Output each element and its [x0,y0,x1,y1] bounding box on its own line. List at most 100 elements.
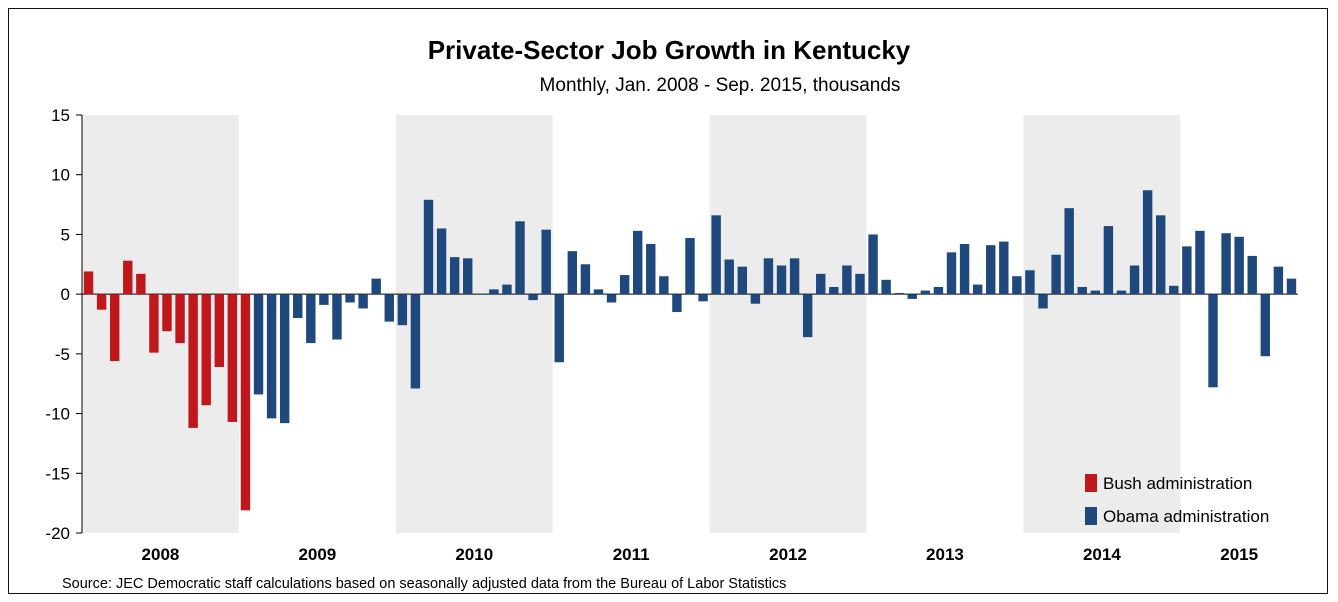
obama-bar [1182,246,1192,295]
obama-bar [1064,208,1074,295]
bush-bar [109,294,120,362]
legend-label-obama: Obama administration [1103,507,1269,526]
bush-bar [201,294,211,406]
bush-bar [214,294,224,367]
obama-bar [1025,270,1035,295]
obama-bar [306,294,316,344]
year-label-2014: 2014 [1083,545,1121,564]
obama-bar [1012,276,1022,295]
obama-bar [933,286,944,295]
obama-bar [907,294,917,299]
obama-bar [384,294,394,322]
year-label-2010: 2010 [455,545,493,564]
obama-bar [410,294,421,389]
year-band-2010 [395,115,553,533]
obama-bar [1286,278,1297,295]
obama-bar [436,228,447,295]
obama-bar [672,294,682,313]
y-tick-label: -10 [45,405,70,424]
y-tick-label: -5 [55,345,70,364]
obama-bar [776,265,787,295]
obama-bar [449,257,460,295]
obama-bar [397,294,408,326]
obama-bar [1247,255,1257,295]
obama-bar [1234,236,1244,295]
obama-bar [750,294,761,304]
obama-bar [1090,290,1101,295]
y-tick-label: 5 [61,225,70,244]
obama-bar [463,258,473,295]
obama-bar [829,286,839,295]
obama-bar [894,292,904,295]
obama-bar [946,252,957,295]
obama-bar [1156,215,1166,295]
chart-subtitle: Monthly, Jan. 2008 - Sep. 2015, thousand… [540,75,901,96]
obama-bar [580,264,591,295]
obama-bar [1260,294,1271,357]
obama-bar [476,294,486,295]
year-label-2009: 2009 [298,545,336,564]
y-tick-label: 15 [51,106,70,125]
obama-bar [266,294,277,419]
obama-bar [868,234,878,295]
obama-bar [541,229,551,295]
bars [83,190,1297,511]
year-labels: 2008 2009 2010 2011 2012 2013 2014 2015 [142,545,1259,564]
bush-bar [240,294,251,511]
obama-bar [737,266,748,295]
year-label-2011: 2011 [613,545,650,564]
obama-bar [1129,265,1140,295]
obama-bar [528,294,538,301]
obama-bar [567,251,578,295]
year-label-2012: 2012 [769,545,807,564]
obama-bar [358,294,368,309]
year-label-2013: 2013 [926,545,964,564]
legend: Bush administration Obama administration [1085,474,1269,526]
obama-bar [881,279,891,295]
legend-swatch-bush [1085,474,1097,492]
y-tick-label: -15 [45,464,70,483]
y-tick-label: 10 [51,166,70,185]
legend-label-bush: Bush administration [1103,474,1252,493]
obama-bar [816,273,826,295]
obama-bar [1103,226,1114,295]
obama-bar [279,294,290,424]
bush-bar [227,294,238,422]
obama-bar [1273,266,1284,295]
bush-bar [96,294,107,310]
obama-bar [1142,190,1153,295]
obama-bar [1208,294,1218,388]
obama-bar [619,275,630,295]
obama-bar [1077,286,1087,295]
chart-title: Private-Sector Job Growth in Kentucky [428,35,911,65]
year-label-2015: 2015 [1220,545,1258,564]
year-shading [82,115,1181,533]
obama-bar [711,215,721,295]
obama-bar [855,273,865,295]
obama-bar [554,294,564,363]
obama-bar [1169,285,1179,295]
obama-bar [1051,254,1061,295]
obama-bar [319,294,329,305]
obama-bar [1195,230,1205,295]
obama-bar [724,259,734,295]
bush-bar [83,271,94,295]
obama-bar [502,284,512,295]
obama-bar [593,289,604,295]
bush-bar [136,273,146,295]
obama-bar [698,294,708,302]
obama-bar [659,276,669,295]
legend-swatch-obama [1085,507,1097,525]
obama-bar [685,238,695,295]
obama-bar [802,294,813,338]
obama-bar [646,243,656,295]
y-tick-label: 0 [61,285,70,304]
obama-bar [371,278,381,295]
obama-bar [1116,290,1127,295]
bush-bar [175,294,185,344]
obama-bar [345,294,355,303]
obama-bar [606,294,617,303]
obama-bar [489,289,499,295]
obama-bar [763,258,774,295]
